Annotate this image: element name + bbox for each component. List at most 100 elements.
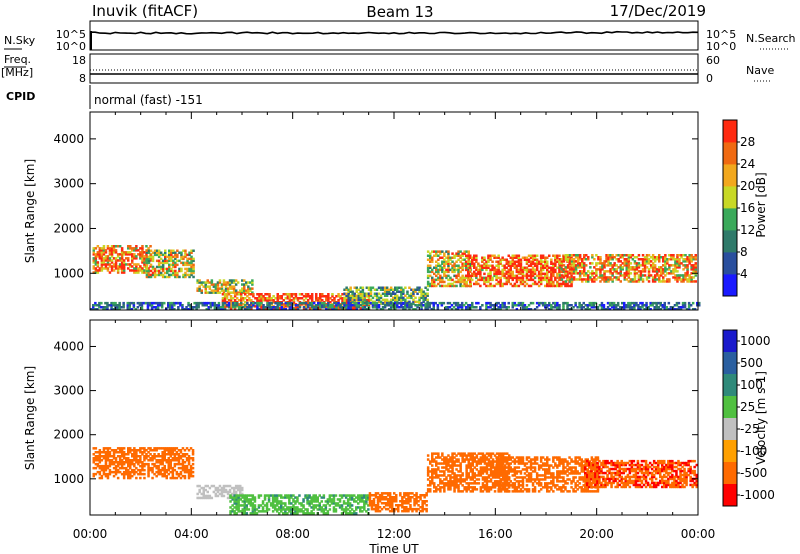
data-cell [361, 308, 365, 311]
data-cell [280, 502, 283, 505]
data-cell [348, 494, 352, 497]
data-cell [292, 498, 295, 501]
data-cell [328, 500, 332, 503]
data-cell [210, 496, 214, 500]
data-cell [187, 301, 190, 305]
data-cell [615, 254, 618, 257]
data-cell [149, 245, 152, 248]
data-cell [229, 297, 233, 300]
data-cell [116, 476, 120, 480]
data-cell [241, 488, 244, 492]
data-cell [345, 304, 348, 307]
data-cell [179, 449, 183, 452]
data-cell [676, 270, 679, 273]
data-cell [550, 262, 553, 265]
data-cell [106, 304, 109, 307]
data-cell [198, 281, 201, 284]
data-cell [280, 306, 283, 309]
data-cell [355, 286, 358, 289]
data-cell [129, 245, 132, 248]
data-cell [247, 508, 251, 511]
data-cell [459, 282, 462, 286]
data-cell [437, 466, 440, 469]
data-cell [467, 256, 470, 259]
data-cell [249, 502, 253, 505]
data-cell [306, 496, 309, 499]
data-cell [296, 500, 299, 503]
data-cell [431, 460, 434, 463]
data-cell [411, 492, 414, 495]
data-cell [159, 251, 163, 254]
data-cell [481, 484, 485, 487]
data-cell [306, 299, 310, 302]
data-cell [147, 275, 151, 279]
data-cell [411, 507, 414, 511]
data-cell [453, 452, 456, 455]
data-cell [682, 274, 685, 277]
data-cell [108, 453, 112, 456]
data-cell [94, 308, 97, 311]
data-cell [161, 459, 164, 462]
data-cell [426, 284, 430, 288]
data-cell [331, 295, 334, 298]
data-cell [383, 294, 387, 297]
data-cell [384, 496, 388, 499]
data-cell [267, 496, 271, 499]
data-cell [131, 261, 134, 264]
data-cell [539, 264, 543, 267]
data-cell [127, 447, 130, 450]
data-cell [690, 278, 693, 281]
data-cell [325, 304, 328, 307]
data-cell [533, 272, 537, 276]
data-cell [556, 274, 559, 278]
data-cell [401, 506, 404, 509]
data-cell [253, 498, 257, 501]
data-cell [641, 304, 644, 307]
data-cell [647, 274, 651, 277]
data-cell [447, 470, 450, 473]
data-cell [674, 266, 677, 269]
data-cell [347, 292, 350, 295]
data-cell [131, 257, 134, 260]
data-cell [145, 265, 149, 269]
data-cell [348, 498, 352, 501]
data-cell [653, 260, 657, 263]
data-cell [181, 306, 184, 309]
data-cell [581, 258, 584, 261]
data-cell [443, 474, 446, 477]
data-cell [186, 253, 189, 257]
data-cell [222, 283, 226, 286]
data-cell [204, 494, 207, 498]
data-cell [116, 464, 120, 468]
data-cell [418, 290, 421, 293]
data-cell [135, 269, 138, 272]
data-cell [284, 504, 287, 507]
data-cell [110, 461, 114, 464]
data-cell [234, 289, 238, 292]
data-cell [566, 272, 569, 276]
data-cell [383, 306, 387, 309]
data-cell [110, 267, 114, 270]
data-cell [345, 292, 348, 295]
data-cell [415, 496, 418, 499]
data-cell [195, 304, 198, 307]
data-cell [421, 494, 424, 497]
data-cell [627, 304, 630, 307]
data-cell [129, 466, 132, 470]
data-cell [94, 455, 98, 458]
data-cell [168, 263, 171, 267]
data-cell [288, 308, 292, 311]
data-cell [243, 285, 246, 288]
data-cell [537, 260, 541, 263]
data-cell [218, 484, 222, 488]
data-cell [304, 295, 308, 298]
data-cell [125, 468, 128, 472]
data-cell [556, 280, 559, 284]
data-cell [114, 451, 118, 454]
data-cell [437, 282, 440, 286]
data-cell [318, 502, 321, 505]
data-cell [511, 262, 514, 265]
data-cell [477, 262, 480, 265]
data-cell [385, 286, 389, 289]
